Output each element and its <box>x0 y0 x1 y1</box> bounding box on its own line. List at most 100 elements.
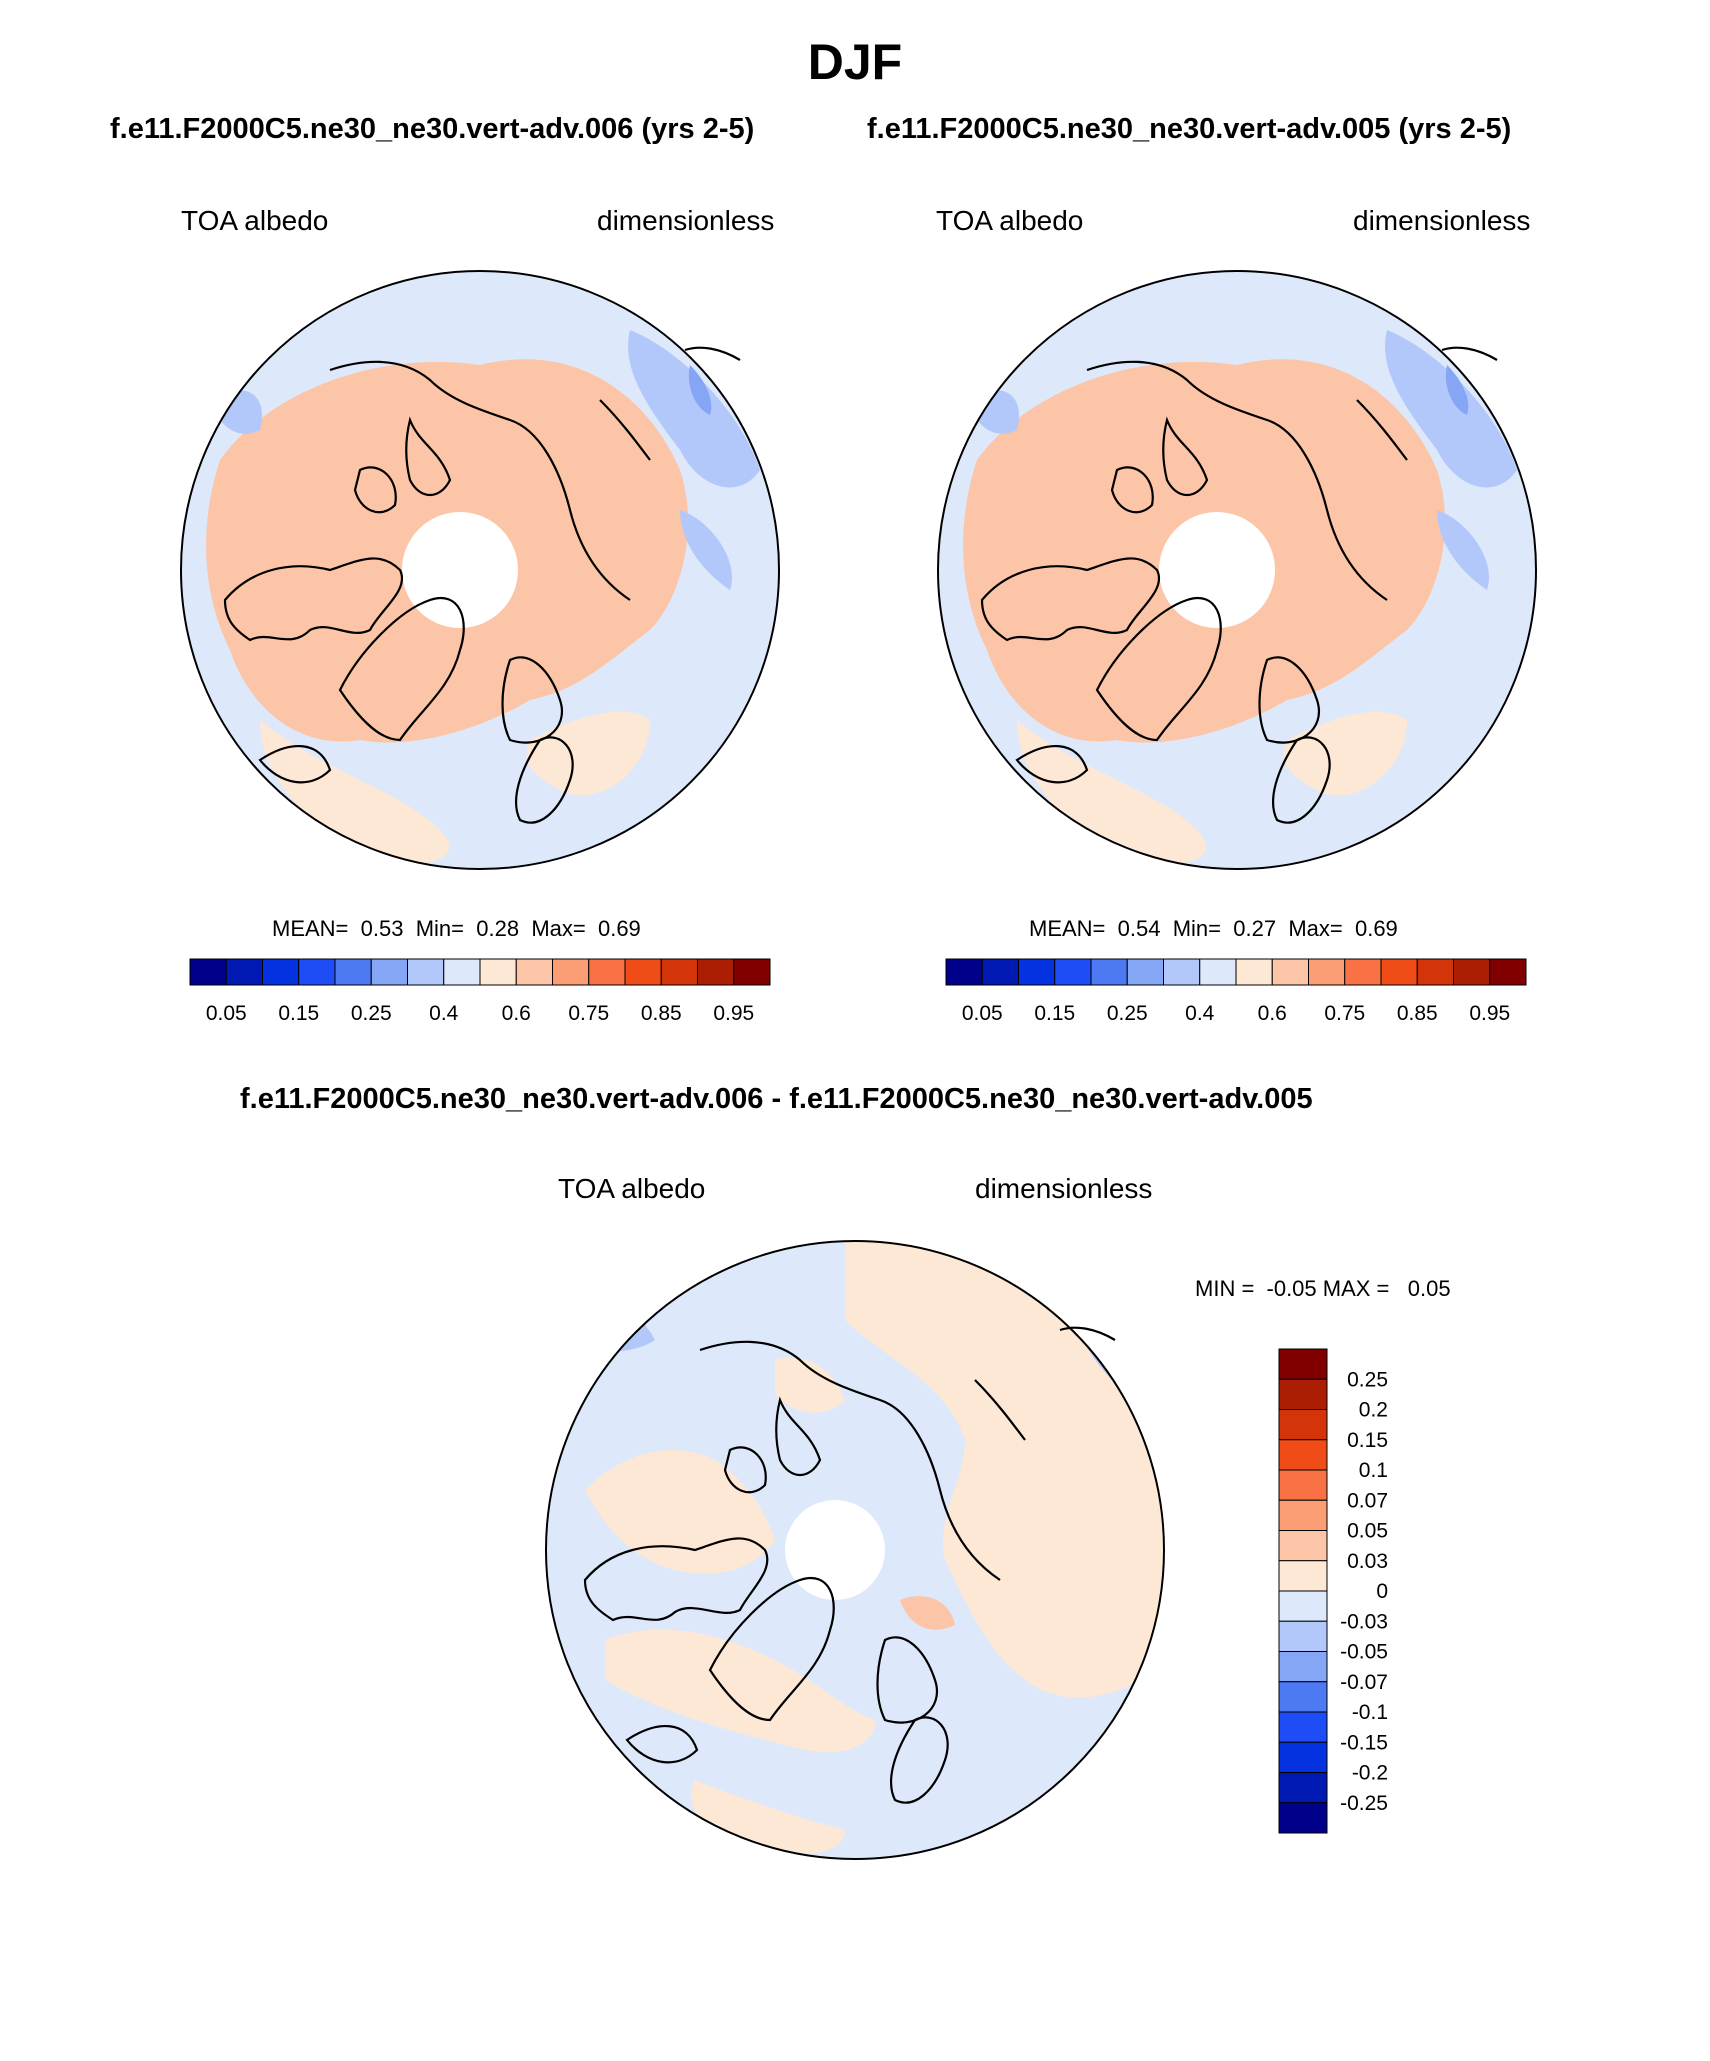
colorbar-tick-label: 0.6 <box>502 1002 531 1025</box>
mean-value: 0.53 <box>360 916 404 941</box>
colorbar-tick-label: -0.15 <box>1340 1731 1388 1754</box>
colorbar-box <box>1416 958 1454 986</box>
colorbar-box <box>1278 1711 1328 1743</box>
max-label: Max= <box>1288 916 1343 941</box>
colorbar-tick-label: 0.75 <box>1324 1002 1365 1025</box>
map-border <box>937 270 1537 870</box>
diff-polar-map <box>545 1240 1165 1860</box>
panel1-variable-label: TOA albedo <box>181 205 329 236</box>
colorbar-box <box>1235 958 1273 986</box>
colorbar-box <box>1489 958 1527 986</box>
max-value: 0.69 <box>1354 916 1398 941</box>
colorbar-tick-label: 0.03 <box>1347 1550 1388 1573</box>
moderate-albedo-region <box>1283 711 1407 796</box>
colorbar-tick-label: 0.4 <box>429 1002 459 1025</box>
colorbar-box <box>624 958 662 986</box>
colorbar-box <box>1271 958 1309 986</box>
map-border <box>180 270 780 870</box>
colorbar-box <box>1054 958 1092 986</box>
polar-hole <box>785 1500 885 1600</box>
colorbar-box <box>981 958 1019 986</box>
low-albedo-region <box>688 365 712 415</box>
panel1-colorbar: 0.05 0.15 0.25 0.4 0.6 0.75 0.85 0.95 <box>189 958 771 1025</box>
colorbar-box <box>298 958 336 986</box>
colorbar-box <box>1278 1348 1328 1380</box>
colorbar-box <box>1090 958 1128 986</box>
colorbar-box <box>443 958 481 986</box>
panel1-stats: MEAN= 0.53 Min= 0.28 Max= 0.69 <box>272 916 641 942</box>
coastlines <box>583 1326 1116 1804</box>
colorbar-tick-label: 0.15 <box>1034 1002 1075 1025</box>
colorbar-tick-label: 0.15 <box>278 1002 319 1025</box>
colorbar-tick-label: 0.95 <box>713 1002 754 1025</box>
colorbar-tick-label: 0.15 <box>1347 1429 1388 1452</box>
coastlines <box>223 346 741 824</box>
panel2-polar-map <box>937 270 1537 870</box>
low-albedo-region <box>1437 510 1489 590</box>
positive-diff-region <box>900 1596 955 1630</box>
colorbar-box <box>1278 1469 1328 1501</box>
colorbar-box <box>334 958 372 986</box>
colorbar-tick-label: -0.25 <box>1340 1792 1388 1815</box>
colorbar-tick-label: 0.07 <box>1347 1489 1388 1512</box>
colorbar-box <box>733 958 771 986</box>
colorbar-tick-label: 0.85 <box>1397 1002 1438 1025</box>
low-albedo-region <box>1385 330 1517 488</box>
colorbar-box <box>697 958 735 986</box>
colorbar-box <box>1199 958 1237 986</box>
diff-units-label: dimensionless <box>975 1173 1153 1204</box>
low-albedo-region <box>680 510 732 590</box>
positive-diff-region <box>845 1241 1164 1698</box>
colorbar-tick-label: 0.05 <box>1347 1520 1388 1543</box>
colorbar-box <box>1278 1802 1328 1834</box>
low-albedo-region <box>628 330 760 488</box>
coastlines <box>980 346 1498 824</box>
colorbar-box <box>189 958 227 986</box>
colorbar-tick-label: -0.03 <box>1340 1610 1388 1633</box>
colorbar-box <box>1380 958 1418 986</box>
season-title: DJF <box>807 34 903 90</box>
colorbar-box <box>1453 958 1491 986</box>
positive-diff-region <box>775 1357 845 1413</box>
panel2-stats: MEAN= 0.54 Min= 0.27 Max= 0.69 <box>1029 916 1398 942</box>
max-label: Max= <box>531 916 586 941</box>
colorbar-tick-label: 0.25 <box>1347 1368 1388 1391</box>
colorbar-tick-label: 0.1 <box>1359 1459 1388 1482</box>
negative-diff-region <box>546 1296 655 1352</box>
colorbar-box <box>552 958 590 986</box>
min-label: Min= <box>415 916 465 941</box>
diff-colorbar: 0.25 0.2 0.15 0.1 0.07 0.05 0.03 0 -0.03 -0.05 -0.… <box>1278 1348 1388 1834</box>
mean-value: 0.54 <box>1117 916 1161 941</box>
colorbar-tick-label: -0.05 <box>1340 1641 1388 1664</box>
colorbar-box <box>515 958 553 986</box>
colorbar-tick-label: 0.25 <box>351 1002 392 1025</box>
colorbar-tick-label: 0.2 <box>1359 1399 1388 1422</box>
colorbar-tick-label: -0.2 <box>1352 1762 1388 1785</box>
colorbar-tick-label: -0.1 <box>1352 1701 1388 1724</box>
diff-variable-label: TOA albedo <box>558 1173 706 1204</box>
moderate-albedo-region <box>260 720 450 864</box>
moderate-albedo-region <box>1017 720 1207 864</box>
panel2-variable-label: TOA albedo <box>936 205 1084 236</box>
moderate-albedo-region <box>526 711 650 796</box>
colorbar-box <box>479 958 517 986</box>
colorbar-box <box>660 958 698 986</box>
colorbar-box <box>1278 1530 1328 1562</box>
colorbar-tick-label: 0.05 <box>962 1002 1003 1025</box>
colorbar-box <box>1126 958 1164 986</box>
colorbar-box <box>1344 958 1382 986</box>
colorbar-box <box>1278 1560 1328 1592</box>
high-albedo-region <box>1020 570 1137 716</box>
positive-diff-region <box>605 1629 875 1752</box>
colorbar-box <box>225 958 263 986</box>
diff-case-title: f.e11.F2000C5.ne30_ne30.vert-adv.006 - f… <box>240 1083 1313 1115</box>
panel1-case-title: f.e11.F2000C5.ne30_ne30.vert-adv.006 (yr… <box>110 113 755 145</box>
colorbar-box <box>945 958 983 986</box>
colorbar-box <box>262 958 300 986</box>
panel1-polar-map <box>180 270 780 870</box>
colorbar-tick-label: 0.05 <box>206 1002 247 1025</box>
colorbar-tick-label: 0.75 <box>568 1002 609 1025</box>
colorbar-box <box>1308 958 1346 986</box>
mean-label: MEAN= <box>272 916 349 941</box>
colorbar-box <box>1018 958 1056 986</box>
